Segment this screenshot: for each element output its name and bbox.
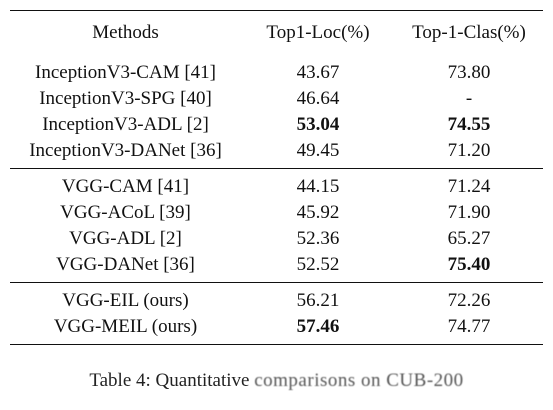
cell-top1-loc: 52.36 (296, 228, 340, 249)
cell-top1-loc: 57.46 (241, 314, 395, 345)
caption-prefix: Table 4: Quantitative (89, 370, 250, 391)
caption-rest: comparisons on CUB-200 (254, 370, 464, 391)
cell-method: VGG-MEIL (ours) (10, 314, 241, 345)
table-caption: Table 4: Quantitative comparisons on CUB… (0, 370, 553, 392)
cell-top1-clas: 71.24 (395, 168, 543, 200)
cell-method: VGG-CAM [41] (10, 168, 241, 200)
table-row: InceptionV3-ADL [2] 53.04 74.55 (10, 112, 543, 138)
cell-top1-loc: 43.67 (296, 62, 340, 83)
cell-method: VGG-ADL [2] (69, 228, 182, 249)
cell-method: InceptionV3-CAM [41] (35, 62, 216, 83)
cell-top1-loc: 45.92 (296, 202, 340, 223)
results-table-container: Methods Top1-Loc(%) Top-1-Clas(%) Incept… (10, 10, 543, 345)
table-header-row: Methods Top1-Loc(%) Top-1-Clas(%) (10, 10, 543, 56)
cell-top1-loc: 44.15 (241, 168, 395, 200)
cell-method: InceptionV3-DANet [36] (29, 140, 222, 161)
cell-top1-clas: 74.55 (447, 114, 491, 135)
table-row: InceptionV3-SPG [40] 46.64 - (10, 86, 543, 112)
cell-top1-clas: 74.77 (395, 314, 543, 345)
cell-method: InceptionV3-SPG [40] (39, 88, 212, 109)
cell-top1-clas: 72.26 (395, 282, 543, 314)
cell-top1-loc: 56.21 (241, 282, 395, 314)
cell-top1-clas: 71.20 (447, 140, 491, 161)
table-row: InceptionV3-DANet [36] 49.45 71.20 (10, 138, 543, 169)
cell-top1-clas: 75.40 (447, 254, 491, 275)
cell-top1-loc: 49.45 (296, 140, 340, 161)
cell-top1-clas: - (465, 88, 473, 109)
table-row: VGG-EIL (ours) 56.21 72.26 (10, 282, 543, 314)
table-row: InceptionV3-CAM [41] 43.67 73.80 (10, 55, 543, 86)
header-top1-loc: Top1-Loc(%) (266, 22, 370, 43)
table-row: VGG-DANet [36] 52.52 75.40 (10, 252, 543, 283)
cell-top1-loc: 46.64 (296, 88, 340, 109)
cell-top1-clas: 71.90 (447, 202, 491, 223)
header-top1-clas: Top-1-Clas(%) (412, 22, 526, 43)
cell-method: VGG-EIL (ours) (10, 282, 241, 314)
results-table: Methods Top1-Loc(%) Top-1-Clas(%) Incept… (10, 10, 543, 345)
cell-method: VGG-ACoL [39] (60, 202, 191, 223)
cell-method: InceptionV3-ADL [2] (42, 114, 209, 135)
cell-top1-clas: 65.27 (447, 228, 491, 249)
cell-method: VGG-DANet [36] (56, 254, 195, 275)
table-row: VGG-ADL [2] 52.36 65.27 (10, 226, 543, 252)
table-body: InceptionV3-CAM [41] 43.67 73.80 InceptionV… (10, 55, 543, 345)
table-row: VGG-CAM [41] 44.15 71.24 (10, 168, 543, 200)
header-methods: Methods (92, 22, 159, 43)
table-row: VGG-MEIL (ours) 57.46 74.77 (10, 314, 543, 345)
cell-top1-loc: 53.04 (296, 114, 340, 135)
cell-top1-clas: 73.80 (447, 62, 491, 83)
cell-top1-loc: 52.52 (296, 254, 340, 275)
table-row: VGG-ACoL [39] 45.92 71.90 (10, 200, 543, 226)
